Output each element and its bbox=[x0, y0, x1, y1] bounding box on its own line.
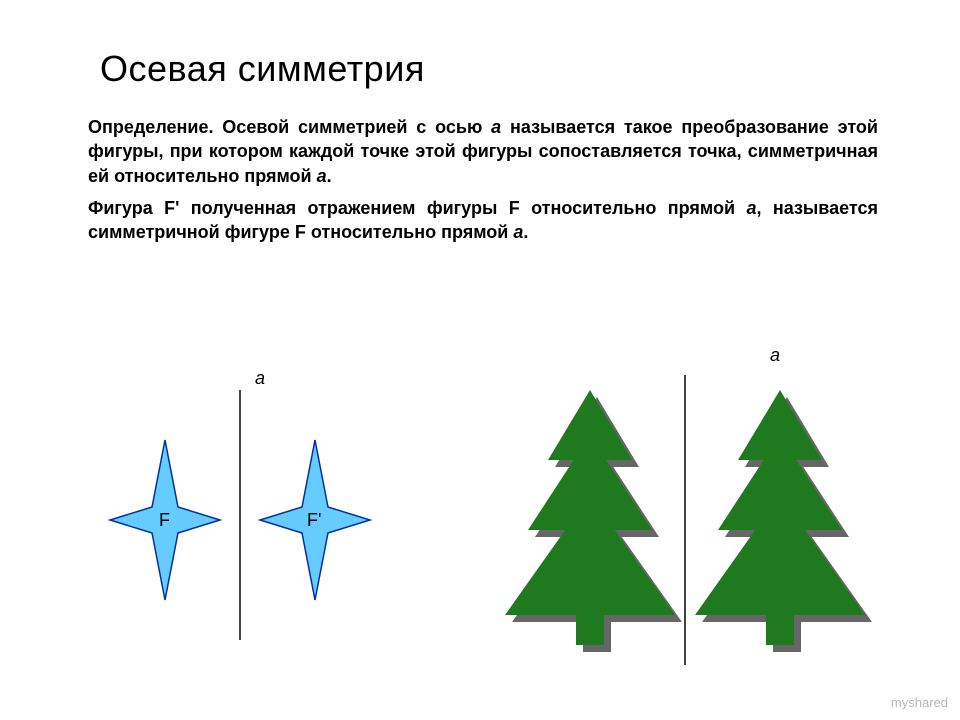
label-f-prime: F' bbox=[307, 510, 321, 531]
paragraph-1: Определение. Осевой симметрией с осью а … bbox=[88, 115, 878, 188]
p1-a2: а bbox=[317, 166, 327, 186]
p2-a2: а bbox=[513, 222, 523, 242]
tree bbox=[695, 390, 865, 645]
def-lead: Определение. bbox=[88, 117, 213, 137]
right-diagram bbox=[490, 370, 880, 670]
p1-a1: а bbox=[491, 117, 501, 137]
label-f: F bbox=[159, 510, 170, 531]
diagrams-area: а а F F' bbox=[0, 360, 960, 690]
slide: Осевая симметрия Определение. Осевой сим… bbox=[0, 0, 960, 720]
p2-a1: а bbox=[746, 198, 756, 218]
tree bbox=[505, 390, 675, 645]
p1-end: . bbox=[327, 166, 332, 186]
page-title: Осевая симметрия bbox=[100, 48, 425, 90]
body-text: Определение. Осевой симметрией с осью а … bbox=[88, 115, 878, 252]
p1-r1: Осевой симметрией с осью bbox=[213, 117, 491, 137]
paragraph-2: Фигура F' полученная отражением фигуры F… bbox=[88, 196, 878, 245]
axis-label-right: а bbox=[770, 345, 780, 366]
left-diagram bbox=[80, 385, 400, 645]
p2-end: . bbox=[523, 222, 528, 242]
p2-start: Фигура F' полученная отражением фигуры F… bbox=[88, 198, 746, 218]
watermark: myshared bbox=[891, 695, 948, 710]
